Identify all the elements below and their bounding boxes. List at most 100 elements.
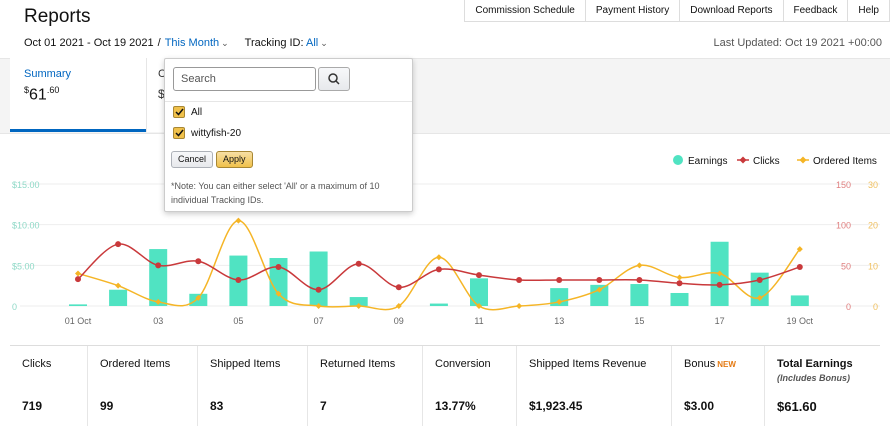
clicks-point — [195, 258, 202, 265]
ordered-items-point — [716, 270, 723, 277]
clicks-point — [235, 276, 242, 283]
date-range: Oct 01 2021 - Oct 19 2021 — [24, 37, 154, 49]
x-tick-label: 15 — [634, 316, 644, 326]
search-button[interactable] — [318, 67, 350, 91]
clicks-point — [155, 262, 162, 269]
earnings-bar — [349, 297, 368, 306]
metric-value: $1,923.45 — [529, 399, 583, 413]
clicks-point — [796, 263, 803, 270]
legend-marker-icon — [799, 156, 807, 164]
metric-value: 7 — [320, 399, 327, 413]
earnings-bar — [269, 258, 288, 306]
option-label: All — [191, 106, 203, 118]
tab-help[interactable]: Help — [847, 0, 890, 22]
ordered-items-point — [355, 303, 362, 309]
x-tick-label: 13 — [554, 316, 564, 326]
metric-sublabel: (Includes Bonus) — [777, 373, 851, 383]
summary-label[interactable]: Summary — [24, 68, 72, 80]
ordered-items-point — [796, 246, 803, 253]
ordered-items-point — [395, 303, 402, 309]
metric-label: Ordered Items — [100, 358, 171, 370]
apply-button[interactable]: Apply — [216, 151, 253, 168]
metric-label: Shipped Items — [210, 358, 281, 370]
y-right2-tick-label: 20 — [868, 221, 878, 231]
y-left-tick-label: $15.00 — [12, 180, 40, 190]
search-input[interactable] — [173, 67, 316, 91]
summary-card[interactable] — [10, 58, 146, 132]
x-tick-label: 05 — [233, 316, 243, 326]
tab-feedback[interactable]: Feedback — [782, 0, 849, 22]
ordered-items-point — [756, 294, 763, 301]
date-separator: / — [157, 37, 161, 49]
clicks-card-value: $ — [158, 87, 165, 101]
metric-label: Conversion — [435, 358, 491, 370]
y-left-tick-label: 0 — [12, 302, 17, 312]
option-wittyfish[interactable]: wittyfish-20 — [173, 127, 241, 139]
legend-label: Earnings — [688, 156, 727, 167]
option-label: wittyfish-20 — [191, 127, 242, 139]
metric-shipped-revenue: Shipped Items Revenue $1,923.45 — [517, 346, 672, 426]
page-title: Reports — [24, 6, 91, 27]
chevron-down-icon: ⌄ — [320, 38, 328, 48]
earnings-bar — [69, 304, 87, 306]
checkbox-checked-icon[interactable] — [173, 127, 185, 139]
clicks-point — [676, 280, 683, 287]
ordered-items-point — [476, 303, 482, 309]
option-all[interactable]: All — [173, 106, 202, 118]
divider — [165, 101, 412, 102]
earnings-bar — [790, 295, 809, 306]
tab-download-reports[interactable]: Download Reports — [679, 0, 784, 22]
x-tick-label: 17 — [715, 316, 725, 326]
cancel-button[interactable]: Cancel — [171, 151, 214, 168]
legend-earnings-icon — [673, 155, 683, 165]
earnings-bar — [630, 284, 649, 306]
metric-label: Total Earnings — [777, 358, 853, 370]
search-icon — [328, 73, 340, 85]
ordered-items-point — [516, 303, 523, 309]
y-left-tick-label: $5.00 — [12, 261, 35, 271]
checkbox-checked-icon[interactable] — [173, 106, 185, 118]
tracking-id-dropdown: All wittyfish-20 Cancel Apply *Note: You… — [164, 58, 413, 212]
metric-conversion: Conversion 13.77% — [423, 346, 517, 426]
metric-total-earnings: Total Earnings (Includes Bonus) $61.60 — [765, 346, 880, 426]
summary-whole: 61 — [29, 86, 47, 104]
date-filter-bar: Oct 01 2021 - Oct 19 2021 / This Month ⌄ … — [24, 37, 328, 49]
clicks-point — [275, 263, 282, 270]
summary-currency: $ — [24, 85, 30, 95]
clicks-point — [636, 276, 643, 283]
metric-value: $3.00 — [684, 399, 715, 413]
y-right1-tick-label: 150 — [836, 180, 851, 190]
y-right2-tick-label: 0 — [873, 302, 878, 312]
clicks-point — [596, 276, 603, 283]
clicks-point — [355, 260, 362, 267]
period-dropdown[interactable]: This Month ⌄ — [165, 37, 229, 49]
metric-value: 719 — [22, 399, 43, 413]
legend-marker-icon — [739, 156, 747, 164]
period-link[interactable]: This Month — [164, 37, 220, 49]
earnings-bar — [109, 289, 128, 306]
tab-commission-schedule[interactable]: Commission Schedule — [464, 0, 586, 22]
clicks-point — [115, 241, 122, 248]
clicks-point — [395, 284, 402, 291]
ordered-items-point — [195, 294, 202, 301]
earnings-bar — [309, 251, 328, 306]
metric-clicks: Clicks 719 — [10, 346, 88, 426]
metric-label: Shipped Items Revenue — [529, 358, 647, 370]
x-tick-label: 07 — [314, 316, 324, 326]
metric-shipped-items: Shipped Items 83 — [198, 346, 308, 426]
metric-bonus: Bonus NEW $3.00 — [672, 346, 765, 426]
earnings-bar — [470, 278, 488, 306]
x-tick-label: 01 Oct — [65, 316, 92, 326]
clicks-point — [315, 286, 322, 293]
tab-payment-history[interactable]: Payment History — [584, 0, 681, 22]
ordered-items-point — [155, 298, 162, 305]
clicks-point — [75, 276, 81, 283]
y-right2-tick-label: 30 — [868, 180, 878, 190]
ordered-items-point — [636, 262, 643, 269]
x-tick-label: 09 — [394, 316, 404, 326]
clicks-point — [476, 272, 482, 279]
legend-label: Clicks — [753, 156, 780, 167]
tracking-value[interactable]: All — [306, 37, 319, 49]
tracking-filter[interactable]: Tracking ID: All ⌄ — [245, 37, 328, 49]
x-tick-label: 03 — [153, 316, 163, 326]
